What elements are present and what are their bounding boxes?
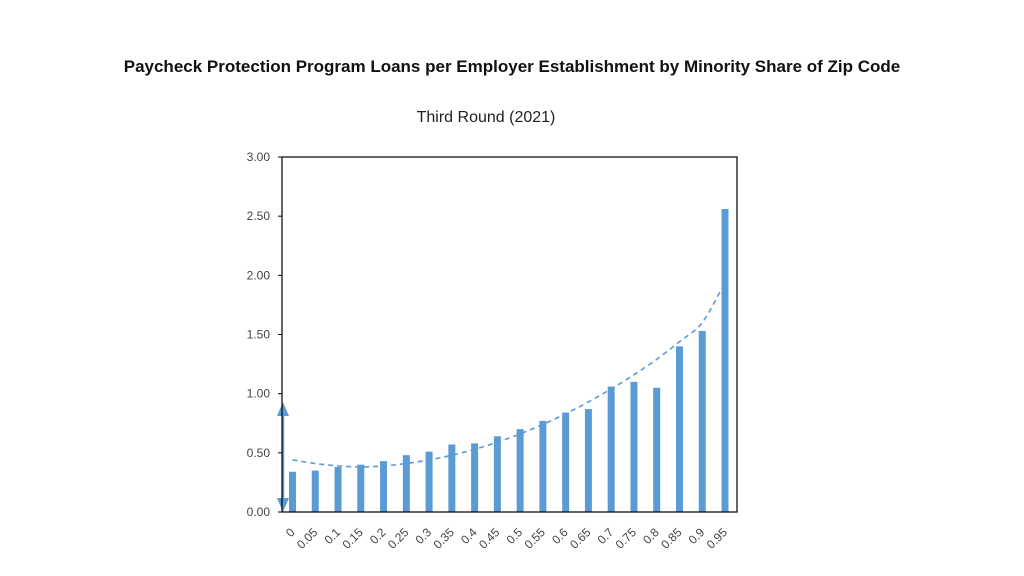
bar-0.45 [493,436,501,512]
bars-group [289,209,729,512]
bar-0.7 [607,386,615,512]
x-tick-label: 0.75 [613,525,640,552]
bar-0.8 [653,387,661,512]
arrow-annotation [277,401,289,512]
x-tick-label: 0.05 [294,525,321,552]
y-tick-label: 2.50 [247,209,271,223]
bar-0.35 [448,444,456,512]
trendline [292,282,726,468]
y-tick-label: 1.50 [247,328,271,342]
x-tick-label: 0.35 [431,525,458,552]
bar-0.85 [675,346,683,512]
bar-0.65 [584,409,592,512]
bar-0.4 [471,443,479,512]
bar-0.6 [562,412,570,512]
x-tick-label: 0.85 [658,525,685,552]
bar-0.75 [630,381,638,512]
bar-0.15 [357,464,365,512]
y-axis: 0.00 0.50 1.00 1.50 2.00 2.50 3.00 [247,150,282,519]
x-tick-label: 0.15 [339,525,366,552]
bar-0.3 [425,451,433,512]
y-tick-label: 0.00 [247,505,271,519]
bar-0.5 [516,429,524,512]
bar-0 [289,471,296,512]
bar-0.25 [402,455,410,512]
bar-0.05 [311,470,319,512]
x-axis: 00.05 0.10.15 0.20.25 0.30.35 0.40.45 0.50.55… [283,525,730,552]
bar-0.95 [721,209,729,512]
bar-0.2 [380,461,388,512]
plot-frame [281,156,738,513]
y-tick-label: 0.50 [247,446,271,460]
x-tick-label: 0.95 [704,525,731,552]
arrow-head-up [277,401,289,416]
bar-0.1 [334,467,342,512]
x-tick-label: 0 [283,525,298,540]
chart-subtitle: Third Round (2021) [416,109,556,126]
x-tick-label: 0.65 [567,525,594,552]
y-tick-label: 3.00 [247,150,271,164]
y-tick-label: 2.00 [247,268,271,282]
x-tick-label: 0.45 [476,525,503,552]
arrow-head-down [277,498,289,512]
x-tick-label: 0.25 [385,525,412,552]
bar-0.9 [698,330,706,512]
x-tick-label: 0.55 [522,525,549,552]
chart-title: Paycheck Protection Program Loans per Em… [123,57,901,76]
y-tick-label: 1.00 [247,387,271,401]
bar-0.55 [539,420,547,512]
